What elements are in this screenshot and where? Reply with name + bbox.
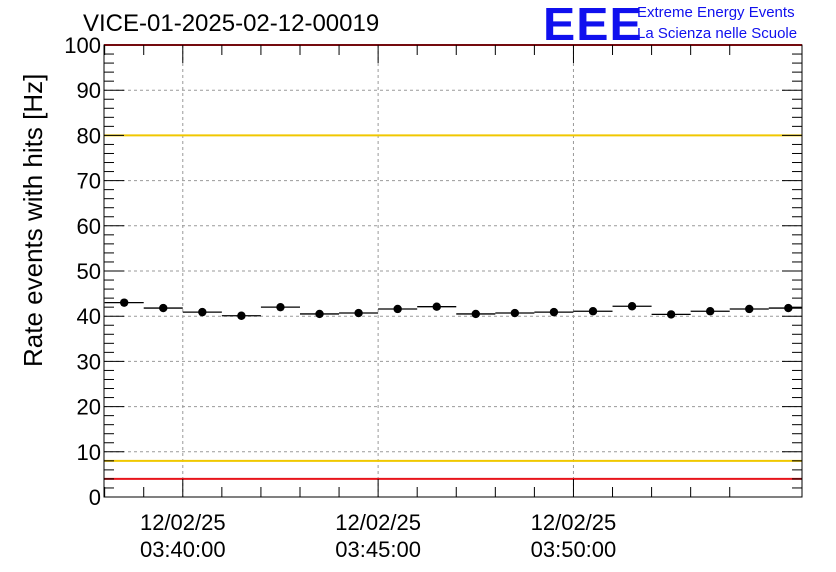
y-tick-label: 60 — [77, 214, 101, 239]
data-point — [159, 303, 168, 313]
y-tick-label: 0 — [89, 485, 101, 510]
y-tick-label: 10 — [77, 440, 101, 465]
data-point — [627, 302, 637, 311]
data-point — [315, 309, 324, 319]
reference-lines — [104, 44, 802, 480]
data-point — [745, 304, 754, 314]
data-point — [784, 303, 793, 313]
data-point — [119, 298, 129, 307]
grid-lines — [104, 45, 802, 497]
y-axis-label: Rate events with hits [Hz] — [18, 73, 48, 367]
x-tick-time-label: 03:40:00 — [140, 537, 226, 562]
data-point — [354, 308, 363, 318]
data-point — [237, 311, 246, 320]
x-tick-date-label: 12/02/25 — [140, 510, 226, 535]
data-point — [666, 310, 676, 319]
y-tick-label: 30 — [77, 349, 101, 374]
data-point — [588, 307, 598, 316]
data-point — [393, 304, 402, 314]
data-point — [276, 302, 285, 312]
y-tick-label: 70 — [77, 169, 101, 194]
x-tick-time-label: 03:50:00 — [531, 537, 617, 562]
x-tick-date-label: 12/02/25 — [335, 510, 421, 535]
y-tick-label: 50 — [77, 259, 101, 284]
data-point — [471, 309, 480, 319]
eee-logo: EEE — [543, 0, 643, 50]
x-tick-time-label: 03:45:00 — [335, 537, 421, 562]
y-tick-label: 100 — [64, 33, 101, 58]
y-tick-label: 40 — [77, 304, 101, 329]
logo-subtitle-2: La Scienza nelle Scuole — [637, 25, 798, 42]
data-point — [510, 308, 520, 318]
x-tick-date-label: 12/02/25 — [531, 510, 617, 535]
y-tick-label: 90 — [77, 78, 101, 103]
chart-title: VICE-01-2025-02-12-00019 — [83, 10, 380, 37]
axes: 010203040506070809010012/02/2503:40:0012… — [64, 33, 802, 562]
data-point — [432, 302, 441, 311]
y-tick-label: 20 — [77, 395, 101, 420]
logo-subtitle-1: Extreme Energy Events — [637, 4, 795, 21]
y-tick-label: 80 — [77, 123, 101, 148]
data-series — [104, 298, 802, 320]
data-point — [549, 307, 559, 317]
data-point — [705, 307, 715, 316]
data-point — [198, 307, 207, 317]
